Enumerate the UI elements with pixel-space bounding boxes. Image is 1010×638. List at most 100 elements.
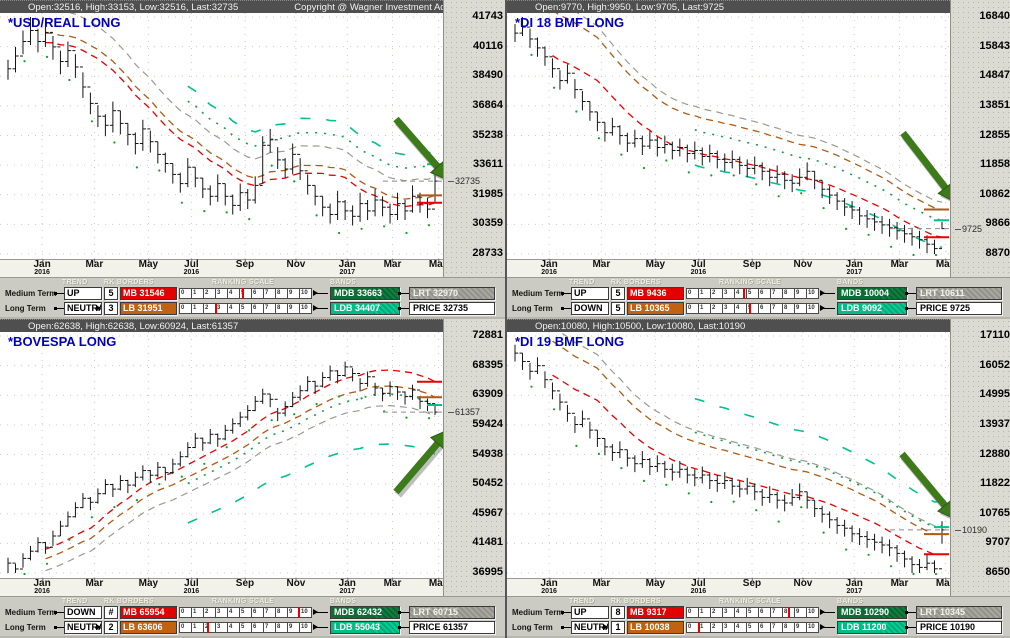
month-label: May <box>645 259 666 270</box>
month-label: Jan <box>540 259 558 270</box>
ohlc-summary: Open:9770, High:9950, Low:9705, Last:972… <box>535 2 725 13</box>
month-label: Jul <box>184 259 199 270</box>
rank-value-box: 1 <box>611 621 625 634</box>
candlestick-chart <box>0 332 443 578</box>
ranking-scale-cell: 6 <box>759 303 771 314</box>
ranking-scale-cell: 10 <box>807 303 819 314</box>
month-label: Sep <box>742 259 762 270</box>
connector-line <box>398 307 409 310</box>
year-label: 2016 <box>183 588 200 595</box>
chart-title: *USD/REAL LONG <box>8 15 121 30</box>
ranking-scale-cell: 9 <box>795 303 807 314</box>
indicator-column-header: BANDS <box>837 598 864 605</box>
indicator-column-header: RANKING SCALE <box>212 279 275 286</box>
trend-value-box: NEUTRAL <box>64 621 102 634</box>
ranking-scale-cell: 2 <box>204 607 216 618</box>
ranking-scale-cell: 3 <box>723 288 735 299</box>
lrt-value-box: LRT 10345 <box>916 606 1002 619</box>
price-chart[interactable]: *USD/REAL LONG <box>0 13 443 259</box>
trend-value-box: NEUTRAL <box>64 302 102 315</box>
band-value-box: LDB 55043 <box>330 621 400 634</box>
month-label: Sep <box>235 259 255 270</box>
time-axis-label: Jul 2016 <box>183 578 200 596</box>
price-axis-label: 59424 <box>472 417 503 430</box>
year-label: 2017 <box>846 588 863 595</box>
time-axis-label: Jan 2016 <box>33 259 51 277</box>
ranking-scale-cell: 7 <box>264 607 276 618</box>
ranking-scale-cell: 5 <box>747 288 759 299</box>
truncation-arrow-icon <box>603 624 608 630</box>
indicator-panel: TREND RK BORDERS RANKING SCALE BANDS Medium … <box>0 596 505 638</box>
price-chart[interactable]: *DI 18 BMF LONG <box>507 13 950 259</box>
time-axis-label: Jan 2017 <box>846 259 863 277</box>
price-axis-label: 38490 <box>472 69 503 82</box>
last-price-label: 61357 <box>447 407 482 418</box>
ranking-scale-marker <box>743 288 746 299</box>
connector-line <box>398 292 409 295</box>
indicator-row: Medium Term UP 8 MB 9317 0 1 2 3 4 5 6 7 8 9 10 MDB 102… <box>507 606 1010 619</box>
price-axis: 17110 16052 14995 13937 12880 11822 10765 9707 8… <box>950 319 1010 596</box>
ranking-scale-cell: 5 <box>747 607 759 618</box>
term-label: Long Term <box>512 623 553 632</box>
month-label: May <box>935 578 956 589</box>
indicator-row: Medium Term DOWN # MB 65954 0 1 2 3 4 5 6 7 8 9 10 MDB … <box>0 606 505 619</box>
rank-value-box: 5 <box>611 302 625 315</box>
price-axis-label: 8870 <box>985 247 1010 259</box>
connector-line <box>905 611 916 614</box>
month-label: Nov <box>286 578 306 589</box>
ranking-scale-cell: 2 <box>711 288 723 299</box>
ranking-scale-cell: 10 <box>807 607 819 618</box>
price-chart[interactable]: *DI 19 BMF LONG <box>507 332 950 578</box>
time-axis-label: Nov <box>286 259 305 270</box>
indicator-column-header: RANKING SCALE <box>212 598 275 605</box>
ranking-scale-cell: 10 <box>300 288 312 299</box>
time-axis-label: Jul 2016 <box>184 259 199 277</box>
ranking-scale-cell: 7 <box>771 303 783 314</box>
last-price-label: 9725 <box>954 223 984 234</box>
connector-arrow-icon <box>820 290 835 296</box>
ranking-scale-cell: 8 <box>783 288 795 299</box>
price-chart[interactable]: *BOVESPA LONG <box>0 332 443 578</box>
time-axis: Jan 2016 Mar May Jul 2016 Sep Nov Jan 2017 Mar May <box>507 259 955 278</box>
border-value-box: MB 9436 <box>627 287 684 300</box>
ranking-scale-cell: 4 <box>228 288 240 299</box>
ranking-scale-cell: 1 <box>192 607 204 618</box>
price-axis-label: 50452 <box>472 477 503 490</box>
price-axis-label: 31985 <box>472 187 503 200</box>
ranking-scale-cell: 9 <box>795 607 807 618</box>
time-axis-label: Mar <box>592 259 610 270</box>
ranking-scale-cell: 8 <box>276 288 288 299</box>
time-axis-label: Mar <box>384 578 401 589</box>
ranking-scale-cell: 5 <box>240 622 252 633</box>
ranking-scale-cell: 3 <box>723 622 735 633</box>
ranking-scale-marker <box>242 288 245 299</box>
price-axis-label: 16840 <box>979 10 1010 22</box>
price-axis-label: 13851 <box>979 98 1010 111</box>
indicator-column-header: RK BORDERS <box>104 598 155 605</box>
ranking-scale-cell: 8 <box>783 622 795 633</box>
indicator-row: Long TermNEUTRAL1LB 10038012345678910LDB… <box>507 621 1010 634</box>
band-value-box: LDB 11200 <box>837 621 907 634</box>
signal-arrow-icon <box>899 451 950 519</box>
price-axis-label: 15843 <box>979 39 1010 52</box>
ohlc-summary: Open:32516, High:33153, Low:32516, Last:… <box>28 2 239 13</box>
year-label: 2016 <box>690 588 707 595</box>
time-axis-label: May <box>429 578 448 589</box>
ranking-scale-marker <box>297 607 300 618</box>
time-axis-label: Mar <box>384 259 401 270</box>
ranking-scale-cell: 9 <box>795 288 807 299</box>
rank-value-box: 2 <box>104 621 118 634</box>
band-value-box: MDB 33663 <box>330 287 400 300</box>
connector-arrow-icon <box>313 609 328 615</box>
ranking-scale-cell: 2 <box>204 288 216 299</box>
border-value-box: LB 10365 <box>627 302 684 315</box>
time-axis-label: Sep <box>235 259 255 270</box>
ranking-scale-cell: 7 <box>264 288 276 299</box>
indicator-column-header: TREND <box>62 279 88 286</box>
time-axis-label: May <box>935 578 956 589</box>
band-value-box: MDB 62432 <box>330 606 400 619</box>
ranking-scale-cell: 9 <box>288 303 300 314</box>
